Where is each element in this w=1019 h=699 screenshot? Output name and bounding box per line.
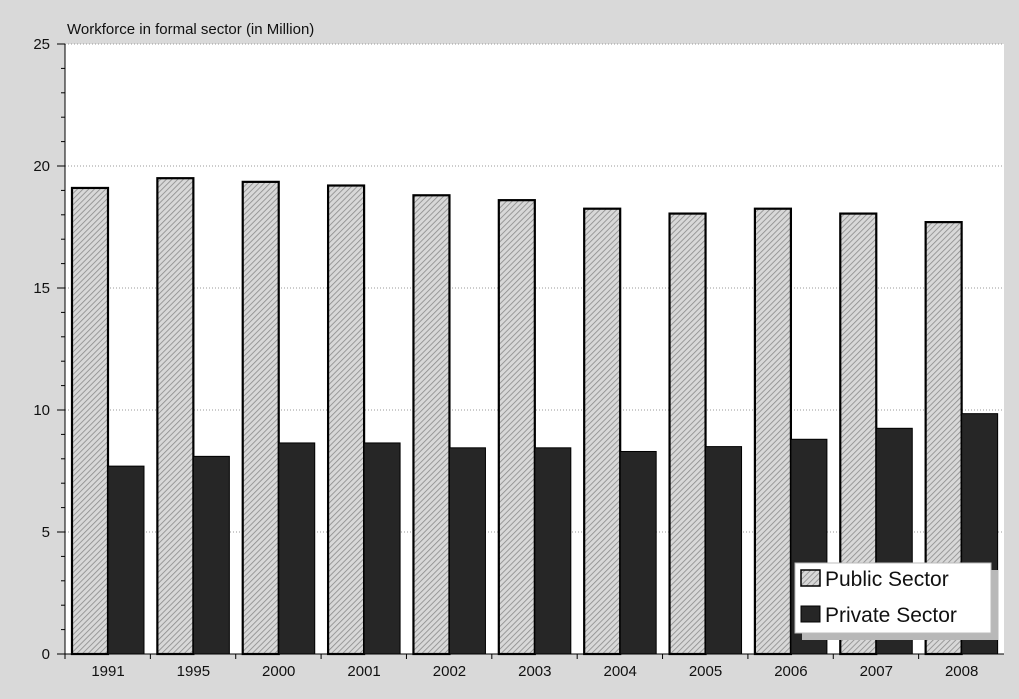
chart-title: Workforce in formal sector (in Million) [67, 21, 314, 38]
legend-swatch-public [800, 569, 821, 587]
y-tick-label: 5 [42, 524, 50, 541]
legend-label-public: Public Sector [825, 568, 949, 591]
bar-public-sector [326, 184, 366, 656]
y-tick-label: 20 [33, 158, 50, 175]
x-tick-label: 2005 [689, 663, 722, 680]
bar-private-sector [448, 447, 486, 655]
x-tick-label: 2008 [945, 663, 978, 680]
x-tick-label: 2007 [860, 663, 893, 680]
bar-private-sector [363, 442, 401, 655]
legend-box [794, 562, 992, 634]
bar-public-sector [497, 199, 536, 656]
axes: 0 5 10 15 20 25 1991 1995 2000 2001 2002 2003 2004 20… [33, 36, 1004, 680]
y-tick-label: 15 [33, 280, 50, 297]
y-tick-label: 10 [33, 402, 50, 419]
x-tick-label: 2006 [774, 663, 807, 680]
bar-private-sector [619, 450, 657, 655]
bar-private-sector [278, 442, 316, 655]
x-tick-label: 1991 [91, 663, 124, 680]
x-tick-label: 2003 [518, 663, 551, 680]
x-tick-label: 2001 [347, 663, 380, 680]
x-tick-label: 2002 [433, 663, 466, 680]
bar-public-sector [583, 207, 622, 656]
bar-private-sector [107, 465, 145, 655]
bar-public-sector [156, 177, 195, 656]
bar-private-sector [534, 447, 572, 655]
bar-public-sector [70, 186, 110, 656]
bar-public-sector [668, 212, 707, 656]
x-tick-label: 1995 [177, 663, 210, 680]
x-tick-label: 2000 [262, 663, 295, 680]
legend-swatch-private [800, 605, 821, 623]
legend: Public Sector Private Sector [794, 562, 998, 640]
x-tick-label: 2004 [603, 663, 636, 680]
bar-public-sector [241, 180, 280, 656]
bar-public-sector [753, 207, 793, 656]
bar-public-sector [412, 194, 451, 656]
y-tick-label: 25 [33, 36, 50, 53]
legend-label-private: Private Sector [825, 604, 957, 627]
y-tick-label: 0 [42, 646, 50, 663]
bar-private-sector [705, 446, 743, 655]
bar-private-sector [192, 455, 230, 655]
bars [70, 177, 999, 656]
